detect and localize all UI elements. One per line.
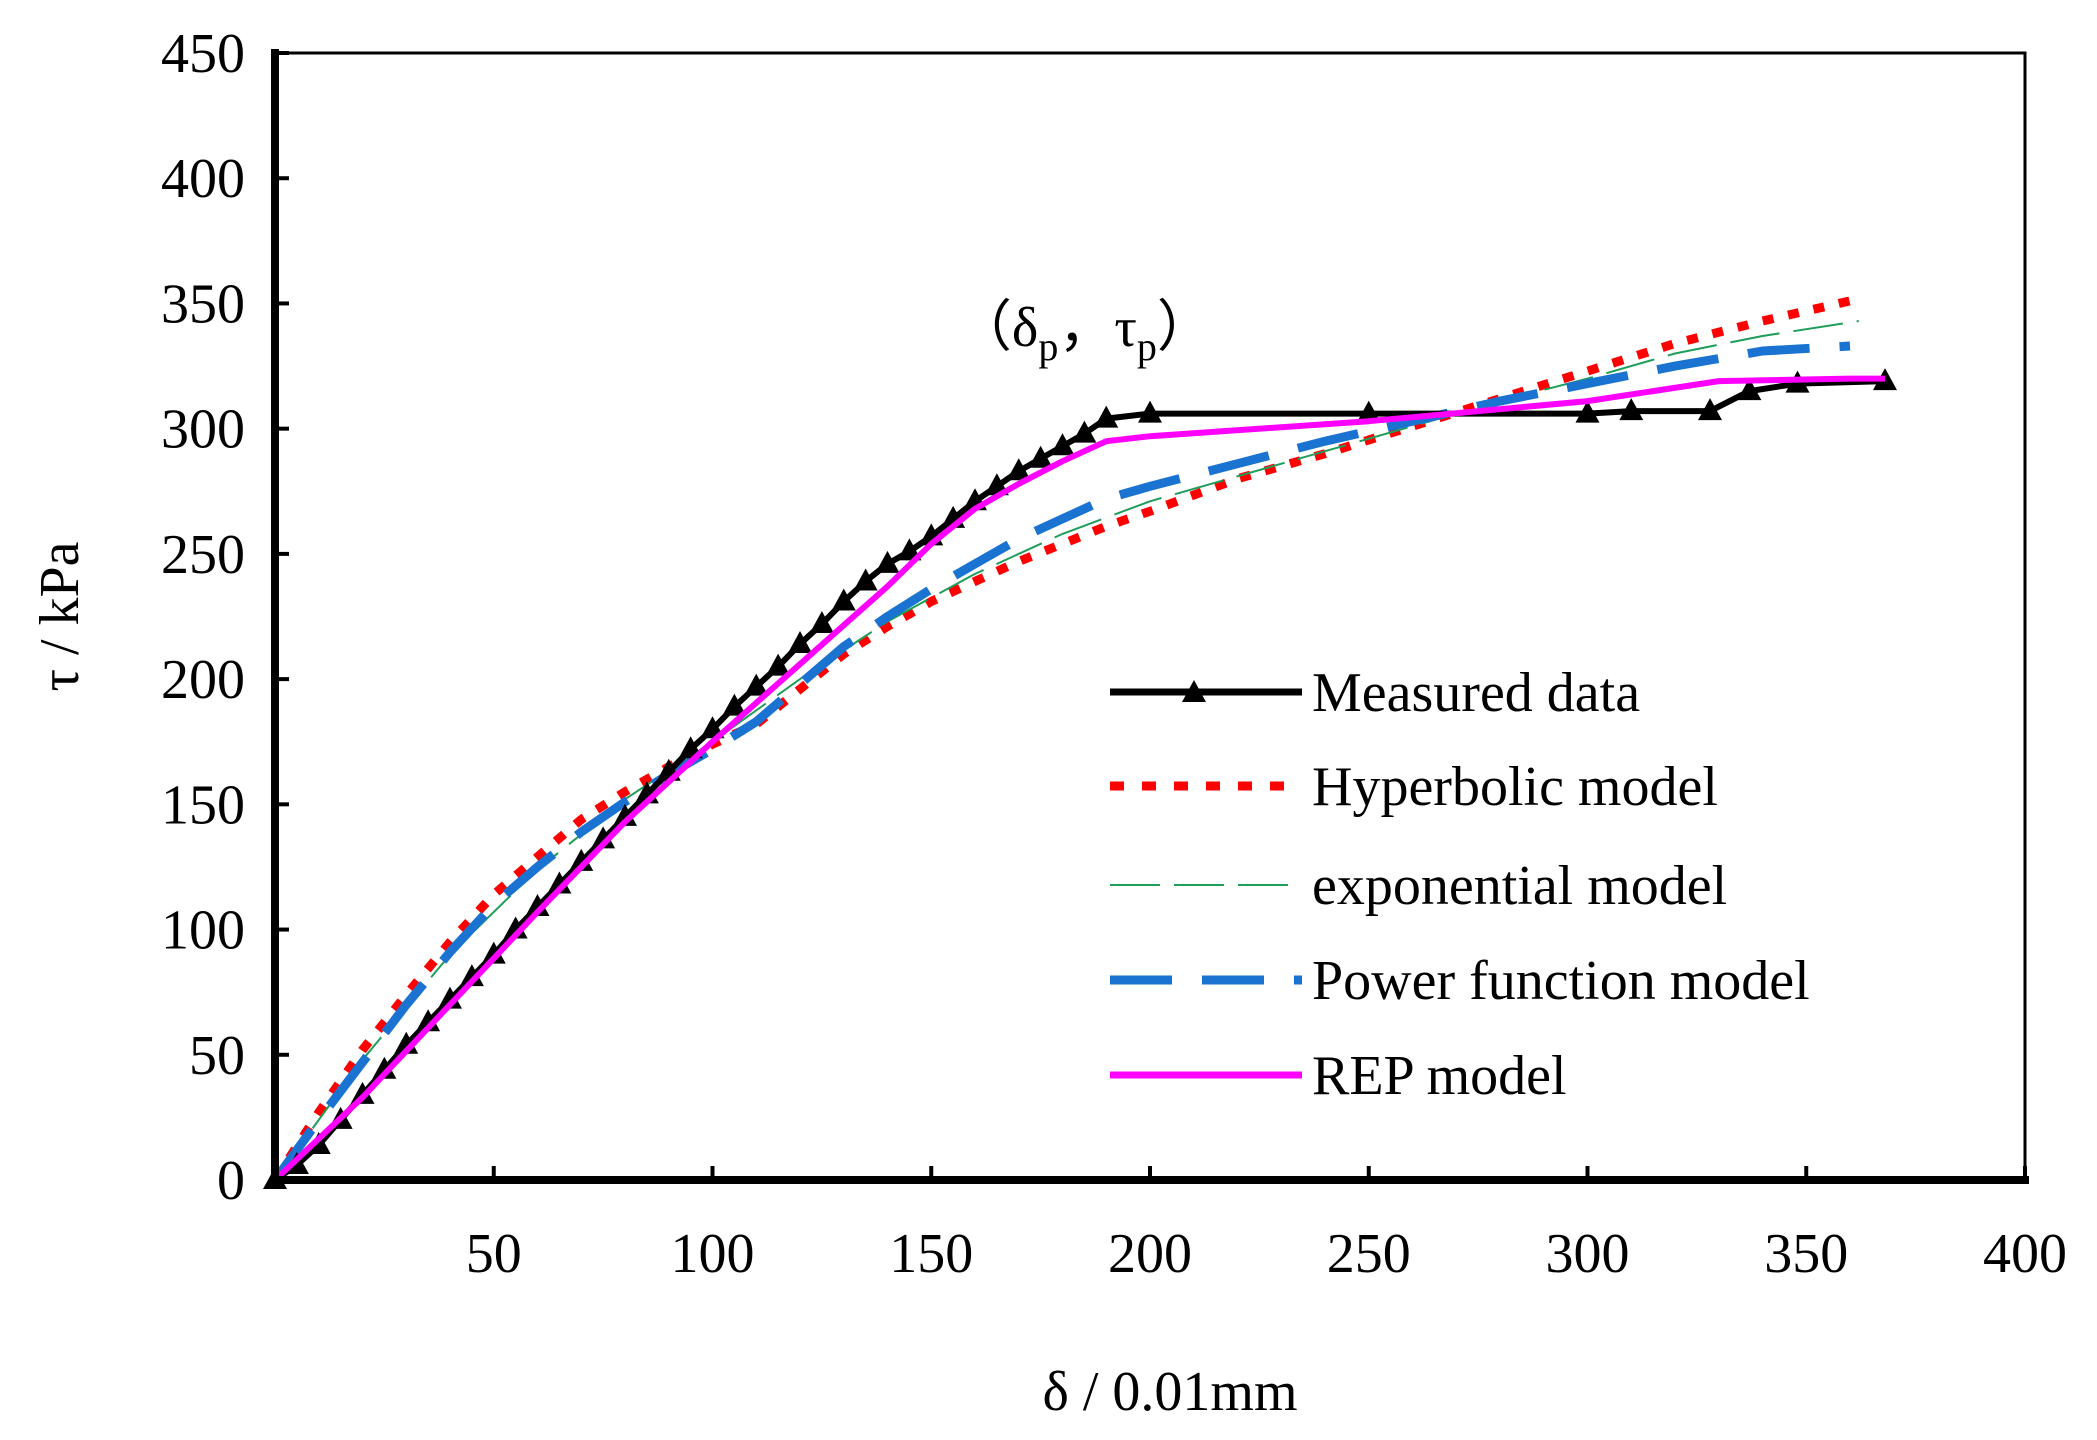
x-tick-label: 400: [1983, 1223, 2067, 1285]
measured-data-point: [350, 1081, 375, 1104]
legend-item-measured: Measured data: [1110, 662, 1640, 724]
legend-item-rep: REP model: [1110, 1045, 1567, 1107]
measured-data-point: [1698, 398, 1722, 421]
measured-data-point: [875, 550, 900, 573]
measured-data-point: [1619, 398, 1644, 421]
measured-data-point: [1072, 420, 1097, 443]
y-tick-label: 150: [161, 774, 245, 836]
y-tick-label: 250: [161, 524, 245, 586]
y-tick-group: 0 50 100 150 200 250 300 350 400 450: [161, 23, 289, 1212]
x-tick-label: 50: [466, 1223, 522, 1285]
measured-data-point: [481, 941, 506, 964]
legend-label-measured: Measured data: [1312, 662, 1640, 724]
measured-data-point: [1356, 400, 1381, 423]
legend-label-exponential: exponential model: [1312, 855, 1727, 917]
measured-data-point: [591, 826, 616, 849]
y-axis-title: τ / kPa: [29, 541, 91, 691]
y-tick-label: 400: [161, 148, 245, 210]
measured-data-point: [766, 653, 791, 676]
legend-label-rep: REP model: [1312, 1045, 1567, 1107]
measured-data-point: [1006, 458, 1031, 481]
measured-data-point: [525, 894, 550, 917]
measured-data-point: [547, 871, 572, 894]
measured-data-point: [831, 588, 856, 611]
y-tick-label: 450: [161, 23, 245, 85]
legend-item-exponential: exponential model: [1110, 855, 1727, 917]
series-layer: [263, 296, 1897, 1189]
legend-label-hyperbolic: Hyperbolic model: [1312, 756, 1718, 818]
legend: Measured data Hyperbolic model exponenti…: [1110, 662, 1810, 1107]
measured-data-point: [1050, 433, 1075, 456]
measured-data-point: [1028, 445, 1053, 468]
x-tick-label: 250: [1327, 1223, 1411, 1285]
measured-data-point: [1575, 400, 1600, 423]
x-tick-label: 150: [889, 1223, 973, 1285]
annotation-open: （δ: [956, 297, 1038, 359]
measured-data-point: [853, 568, 878, 591]
x-tick-group: 50 100 150 200 250 300 350 400: [466, 1166, 2067, 1285]
annotation-mid: ，τ: [1058, 297, 1137, 359]
x-tick-label: 350: [1764, 1223, 1848, 1285]
legend-item-power: Power function model: [1110, 950, 1810, 1012]
annotation-sub-delta: p: [1038, 324, 1058, 369]
x-tick-label: 300: [1546, 1223, 1630, 1285]
measured-data-point: [569, 848, 594, 871]
y-tick-label: 0: [217, 1150, 245, 1212]
x-tick-label: 100: [671, 1223, 755, 1285]
x-axis-title: δ / 0.01mm: [1042, 1361, 1297, 1423]
legend-label-power: Power function model: [1312, 950, 1810, 1012]
measured-data-point: [1094, 405, 1119, 428]
y-tick-label: 350: [161, 273, 245, 335]
measured-data-point: [1138, 400, 1162, 423]
measured-data-point: [809, 611, 834, 634]
legend-marker-triangle: [1182, 680, 1206, 702]
y-tick-label: 100: [161, 900, 245, 962]
y-tick-label: 200: [161, 649, 245, 711]
measured-data-point: [722, 693, 747, 716]
legend-item-hyperbolic: Hyperbolic model: [1110, 756, 1718, 818]
series-line-rep-model: [272, 375, 1885, 1183]
measured-data-point: [897, 538, 922, 561]
measured-data-point: [744, 673, 769, 696]
measured-data-point: [788, 631, 812, 654]
x-tick-label: 200: [1108, 1223, 1192, 1285]
annotation-close: ）: [1157, 297, 1213, 359]
measured-data-point: [438, 986, 462, 1009]
measured-data-point: [459, 964, 484, 987]
y-tick-label: 50: [189, 1025, 245, 1087]
y-tick-label: 300: [161, 399, 245, 461]
peak-annotation: （δp，τp）: [956, 297, 1213, 369]
measured-data-point: [1737, 378, 1762, 401]
measured-data-point: [372, 1056, 397, 1079]
annotation-sub-tau: p: [1137, 324, 1157, 369]
